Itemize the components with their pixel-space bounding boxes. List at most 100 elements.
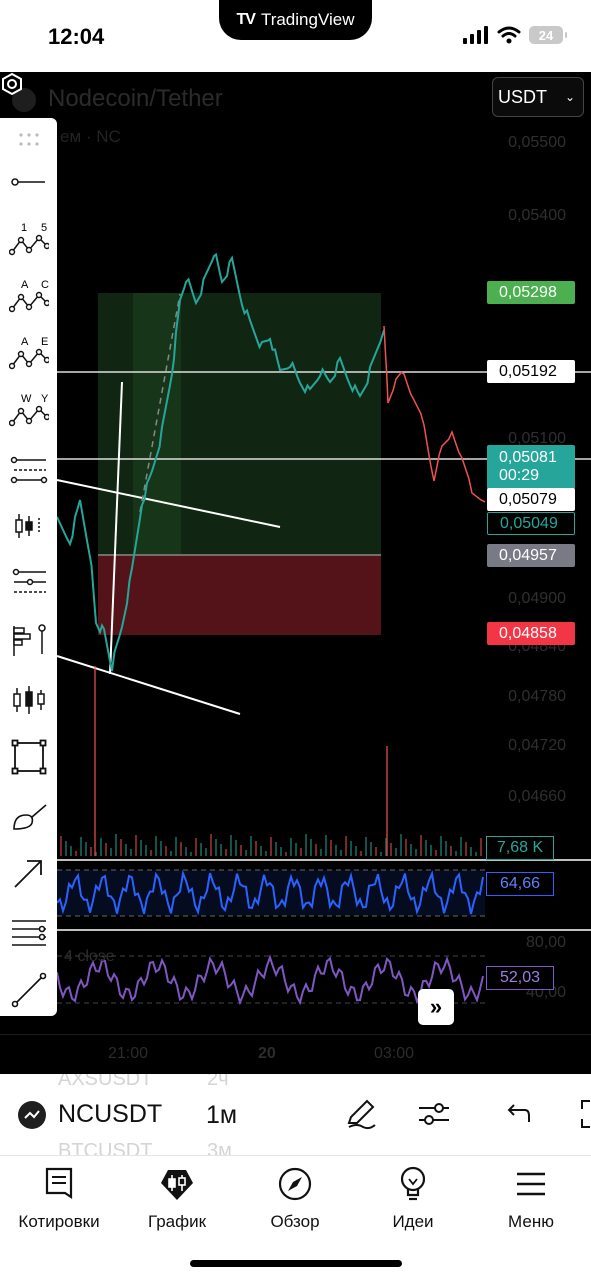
volume-bar: [330, 840, 332, 856]
volume-bar: [115, 834, 117, 856]
fullscreen-button[interactable]: [566, 1094, 591, 1134]
scroll-to-latest-button[interactable]: »: [418, 989, 454, 1025]
symbol-logo-icon: [18, 1101, 46, 1129]
symbol-name[interactable]: NCUSDT: [58, 1100, 163, 1128]
trend-line-lower: [56, 655, 241, 715]
time-tick: 21:00: [108, 1045, 149, 1062]
volume-bar: [105, 843, 107, 856]
volume-bar: [335, 845, 337, 856]
long-position-icon[interactable]: [8, 504, 50, 548]
volume-bar: [205, 848, 207, 856]
sliders-icon: [419, 1103, 449, 1125]
symbol-title[interactable]: Nodecoin/Tether: [48, 85, 223, 112]
volume-bar: [215, 839, 217, 856]
dynamic-island: TV TradingView: [219, 0, 372, 40]
arrow-icon[interactable]: [8, 851, 50, 895]
indicator1-line: [56, 869, 484, 916]
chart-area[interactable]: Nodecoin/Tether ем · NC USDT ⌄ 0,05500 0…: [0, 72, 591, 1074]
indicators-button[interactable]: [414, 1094, 454, 1134]
volume-bar: [250, 836, 252, 856]
volume-bar: [120, 839, 122, 856]
bottom-navigation: Котировки График Обзор Идеи Меню: [0, 1156, 591, 1280]
ray-icon[interactable]: [8, 968, 50, 1012]
volume-bar: [350, 841, 352, 856]
indicator2-line: [56, 954, 484, 1006]
volume-bar: [305, 834, 307, 856]
volume-profile-icon[interactable]: [8, 618, 50, 662]
volume-bar: [405, 839, 407, 856]
lines-icon[interactable]: [8, 910, 50, 954]
price-tick: 0,04900: [508, 590, 566, 607]
menu-icon: [511, 1164, 551, 1204]
svg-text:W: W: [21, 393, 32, 405]
candles-icon[interactable]: [8, 678, 50, 722]
volume-bar: [230, 835, 232, 856]
volume-bar: [170, 851, 172, 856]
tradingview-logo-icon: TV: [236, 11, 255, 28]
nav-label: График: [147, 1212, 207, 1231]
volume-bar: [470, 847, 472, 856]
rectangle-icon[interactable]: [8, 735, 50, 779]
level-price-label: 0,05192: [487, 360, 575, 383]
volume-bar: [145, 845, 147, 856]
time-axis[interactable]: 21:00 20 03:00: [0, 1034, 591, 1074]
volume-bars: [60, 666, 482, 856]
compass-icon: [275, 1164, 315, 1204]
volume-bar: [320, 849, 322, 856]
currency-select[interactable]: USDT ⌄: [492, 77, 584, 117]
volume-bar: [430, 845, 432, 856]
pen-icon: [347, 1099, 376, 1130]
nav-ideas[interactable]: Идеи: [354, 1164, 472, 1232]
volume-bar: [325, 835, 327, 856]
volume-bar: [375, 847, 377, 856]
last-price-value: 0,05081: [499, 449, 557, 466]
price-tick: 0,05100: [508, 430, 566, 447]
volume-bar: [420, 835, 422, 856]
volume-bar: [175, 837, 177, 856]
volume-bar: [285, 852, 287, 856]
status-time: 12:04: [48, 24, 105, 49]
nav-overview[interactable]: Обзор: [236, 1164, 354, 1232]
interval-selector[interactable]: 1м: [206, 1101, 238, 1129]
nav-watchlist[interactable]: Котировки: [0, 1164, 118, 1232]
svg-text:5: 5: [41, 222, 47, 234]
take-profit-label: 0,05298: [487, 281, 575, 304]
price-tick: 0,05400: [508, 207, 566, 224]
drawing-tools-button[interactable]: [340, 1094, 380, 1134]
volume-bar: [75, 851, 77, 856]
volume-bar: [395, 848, 397, 856]
volume-bar: [355, 846, 357, 856]
volume-bar: [240, 845, 242, 856]
nav-menu[interactable]: Меню: [472, 1164, 590, 1232]
chevron-down-icon: ⌄: [564, 90, 575, 104]
brush-icon[interactable]: [8, 795, 50, 839]
svg-text:1: 1: [21, 222, 27, 234]
trend-line-icon[interactable]: [8, 160, 50, 204]
battery-indicator: 24: [529, 26, 567, 44]
volume-bar: [390, 843, 392, 856]
volume-bar: [265, 851, 267, 856]
chart-settings-icon[interactable]: [0, 72, 24, 96]
volume-bar: [440, 836, 442, 856]
volume-bar: [85, 842, 87, 856]
projection-dash: [139, 293, 181, 513]
watchlist-icon: [39, 1164, 79, 1204]
volume-bar: [475, 852, 477, 856]
channel-icon[interactable]: [8, 448, 50, 492]
loss-zone: [98, 555, 381, 635]
volume-bar: [450, 846, 452, 856]
wifi-icon: [497, 26, 521, 44]
pitchfork-icon[interactable]: [8, 560, 50, 604]
price-chart[interactable]: [0, 72, 591, 1074]
symbol-subtitle: ем · NC: [60, 127, 121, 146]
drag-handle-icon[interactable]: [8, 118, 50, 162]
volume-bar: [460, 837, 462, 856]
undo-button[interactable]: [498, 1094, 538, 1134]
nav-chart[interactable]: График: [118, 1164, 236, 1232]
nav-label: Обзор: [270, 1212, 320, 1231]
volume-bar: [345, 836, 347, 856]
